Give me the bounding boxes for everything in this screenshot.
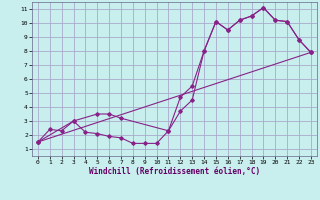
X-axis label: Windchill (Refroidissement éolien,°C): Windchill (Refroidissement éolien,°C) (89, 167, 260, 176)
